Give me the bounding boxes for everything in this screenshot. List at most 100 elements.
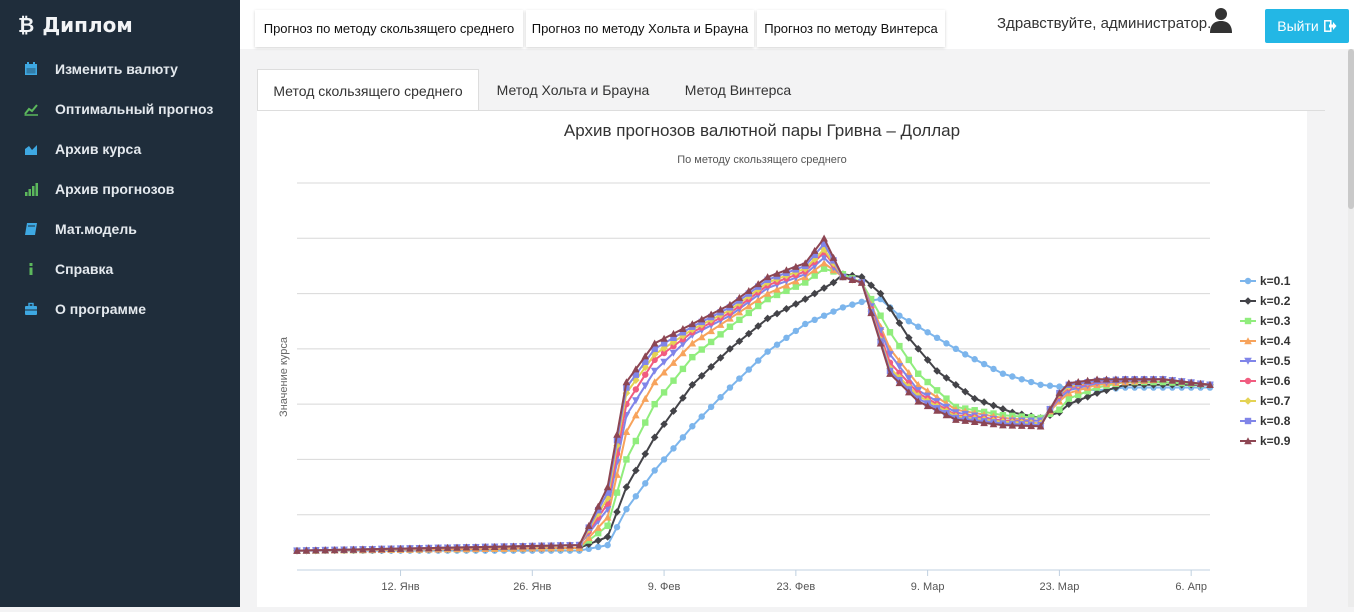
data-point[interactable] (584, 521, 593, 529)
data-point[interactable] (802, 320, 809, 328)
data-point[interactable] (811, 272, 818, 279)
legend-marker[interactable] (1244, 297, 1252, 305)
data-point[interactable] (1093, 375, 1101, 383)
data-point[interactable] (961, 416, 970, 424)
data-point[interactable] (594, 502, 602, 510)
data-point[interactable] (707, 327, 715, 335)
data-point[interactable] (1121, 375, 1130, 383)
data-point[interactable] (980, 419, 988, 427)
data-point[interactable] (905, 369, 913, 377)
data-point[interactable] (933, 387, 941, 394)
legend-item[interactable]: k=0.9 (1240, 434, 1291, 448)
data-point[interactable] (641, 352, 650, 360)
legend-marker[interactable] (1244, 377, 1252, 385)
data-point[interactable] (735, 337, 744, 346)
data-point[interactable] (942, 374, 951, 382)
tab-winters[interactable]: Метод Винтерса (684, 81, 792, 98)
data-point[interactable] (585, 545, 592, 553)
top-tab-winters[interactable]: Прогноз по методу Винтерса (757, 10, 945, 47)
data-point[interactable] (1027, 378, 1035, 386)
data-point[interactable] (340, 545, 348, 553)
legend[interactable]: k=0.1 k=0.2 k=0.3 k=0.4 k=0.5 k=0.6 k=0.7 k=0.8… (1240, 274, 1291, 448)
logout-button[interactable]: Выйти (1265, 9, 1349, 43)
data-point[interactable] (896, 369, 903, 377)
data-point[interactable] (923, 402, 932, 410)
tab-holt-brown[interactable]: Метод Хольта и Брауна (496, 81, 650, 98)
data-point[interactable] (989, 401, 998, 410)
series-line[interactable] (296, 250, 1211, 552)
data-point[interactable] (670, 377, 677, 384)
data-point[interactable] (980, 398, 988, 406)
data-point[interactable] (302, 546, 311, 554)
data-point[interactable] (755, 357, 762, 364)
data-point[interactable] (613, 523, 621, 531)
data-point[interactable] (716, 354, 725, 362)
data-point[interactable] (679, 394, 687, 402)
brand[interactable]: ₿ Диплом (18, 10, 133, 40)
data-point[interactable] (651, 356, 658, 364)
sidebar-item-about[interactable]: О программе (0, 289, 240, 329)
data-point[interactable] (792, 327, 800, 335)
data-point[interactable] (707, 310, 715, 318)
data-point[interactable] (1168, 376, 1177, 384)
tab-moving-average[interactable]: Метод скользящего среднего (257, 69, 479, 112)
data-point[interactable] (330, 546, 339, 554)
data-point[interactable] (877, 312, 884, 319)
data-point[interactable] (651, 467, 658, 474)
data-point[interactable] (594, 536, 602, 545)
data-point[interactable] (717, 331, 724, 338)
data-point[interactable] (857, 278, 866, 286)
data-point[interactable] (952, 345, 960, 353)
data-point[interactable] (660, 349, 668, 357)
data-point[interactable] (396, 544, 405, 552)
data-point[interactable] (453, 543, 461, 551)
data-point[interactable] (406, 544, 414, 552)
data-point[interactable] (886, 369, 894, 377)
data-point[interactable] (424, 544, 433, 552)
data-point[interactable] (915, 323, 922, 330)
data-point[interactable] (999, 405, 1007, 413)
data-point[interactable] (914, 397, 923, 405)
top-tab-moving-average[interactable]: Прогноз по методу скользящего среднего (255, 10, 523, 47)
legend-marker[interactable] (1244, 277, 1252, 285)
data-point[interactable] (782, 266, 791, 274)
data-point[interactable] (575, 541, 584, 549)
data-point[interactable] (679, 340, 687, 348)
data-point[interactable] (642, 371, 649, 378)
data-point[interactable] (1055, 389, 1064, 397)
data-point[interactable] (1196, 379, 1205, 387)
data-point[interactable] (697, 372, 706, 380)
data-point[interactable] (744, 302, 753, 310)
data-point[interactable] (1056, 383, 1063, 390)
data-point[interactable] (434, 544, 442, 552)
data-point[interactable] (801, 259, 810, 267)
data-point[interactable] (829, 278, 838, 287)
data-point[interactable] (462, 543, 471, 551)
data-point[interactable] (584, 533, 593, 541)
data-point[interactable] (537, 542, 546, 550)
data-point[interactable] (1206, 380, 1214, 388)
data-point[interactable] (895, 379, 904, 387)
legend-marker[interactable] (1244, 317, 1252, 325)
series-line[interactable] (296, 261, 1211, 552)
data-point[interactable] (717, 394, 724, 401)
data-point[interactable] (604, 489, 611, 496)
data-point[interactable] (716, 305, 725, 313)
data-point[interactable] (792, 283, 800, 290)
data-point[interactable] (622, 483, 631, 491)
data-point[interactable] (669, 407, 678, 415)
data-point[interactable] (650, 433, 659, 442)
data-point[interactable] (886, 304, 894, 313)
data-point[interactable] (594, 543, 602, 551)
data-point[interactable] (989, 420, 998, 428)
data-point[interactable] (858, 298, 865, 306)
data-point[interactable] (669, 358, 678, 366)
data-point[interactable] (670, 445, 677, 452)
data-point[interactable] (1046, 405, 1054, 413)
data-point[interactable] (726, 384, 734, 391)
data-point[interactable] (716, 320, 725, 328)
data-point[interactable] (952, 380, 960, 389)
data-point[interactable] (377, 545, 386, 553)
data-point[interactable] (604, 541, 611, 549)
data-point[interactable] (594, 529, 602, 537)
